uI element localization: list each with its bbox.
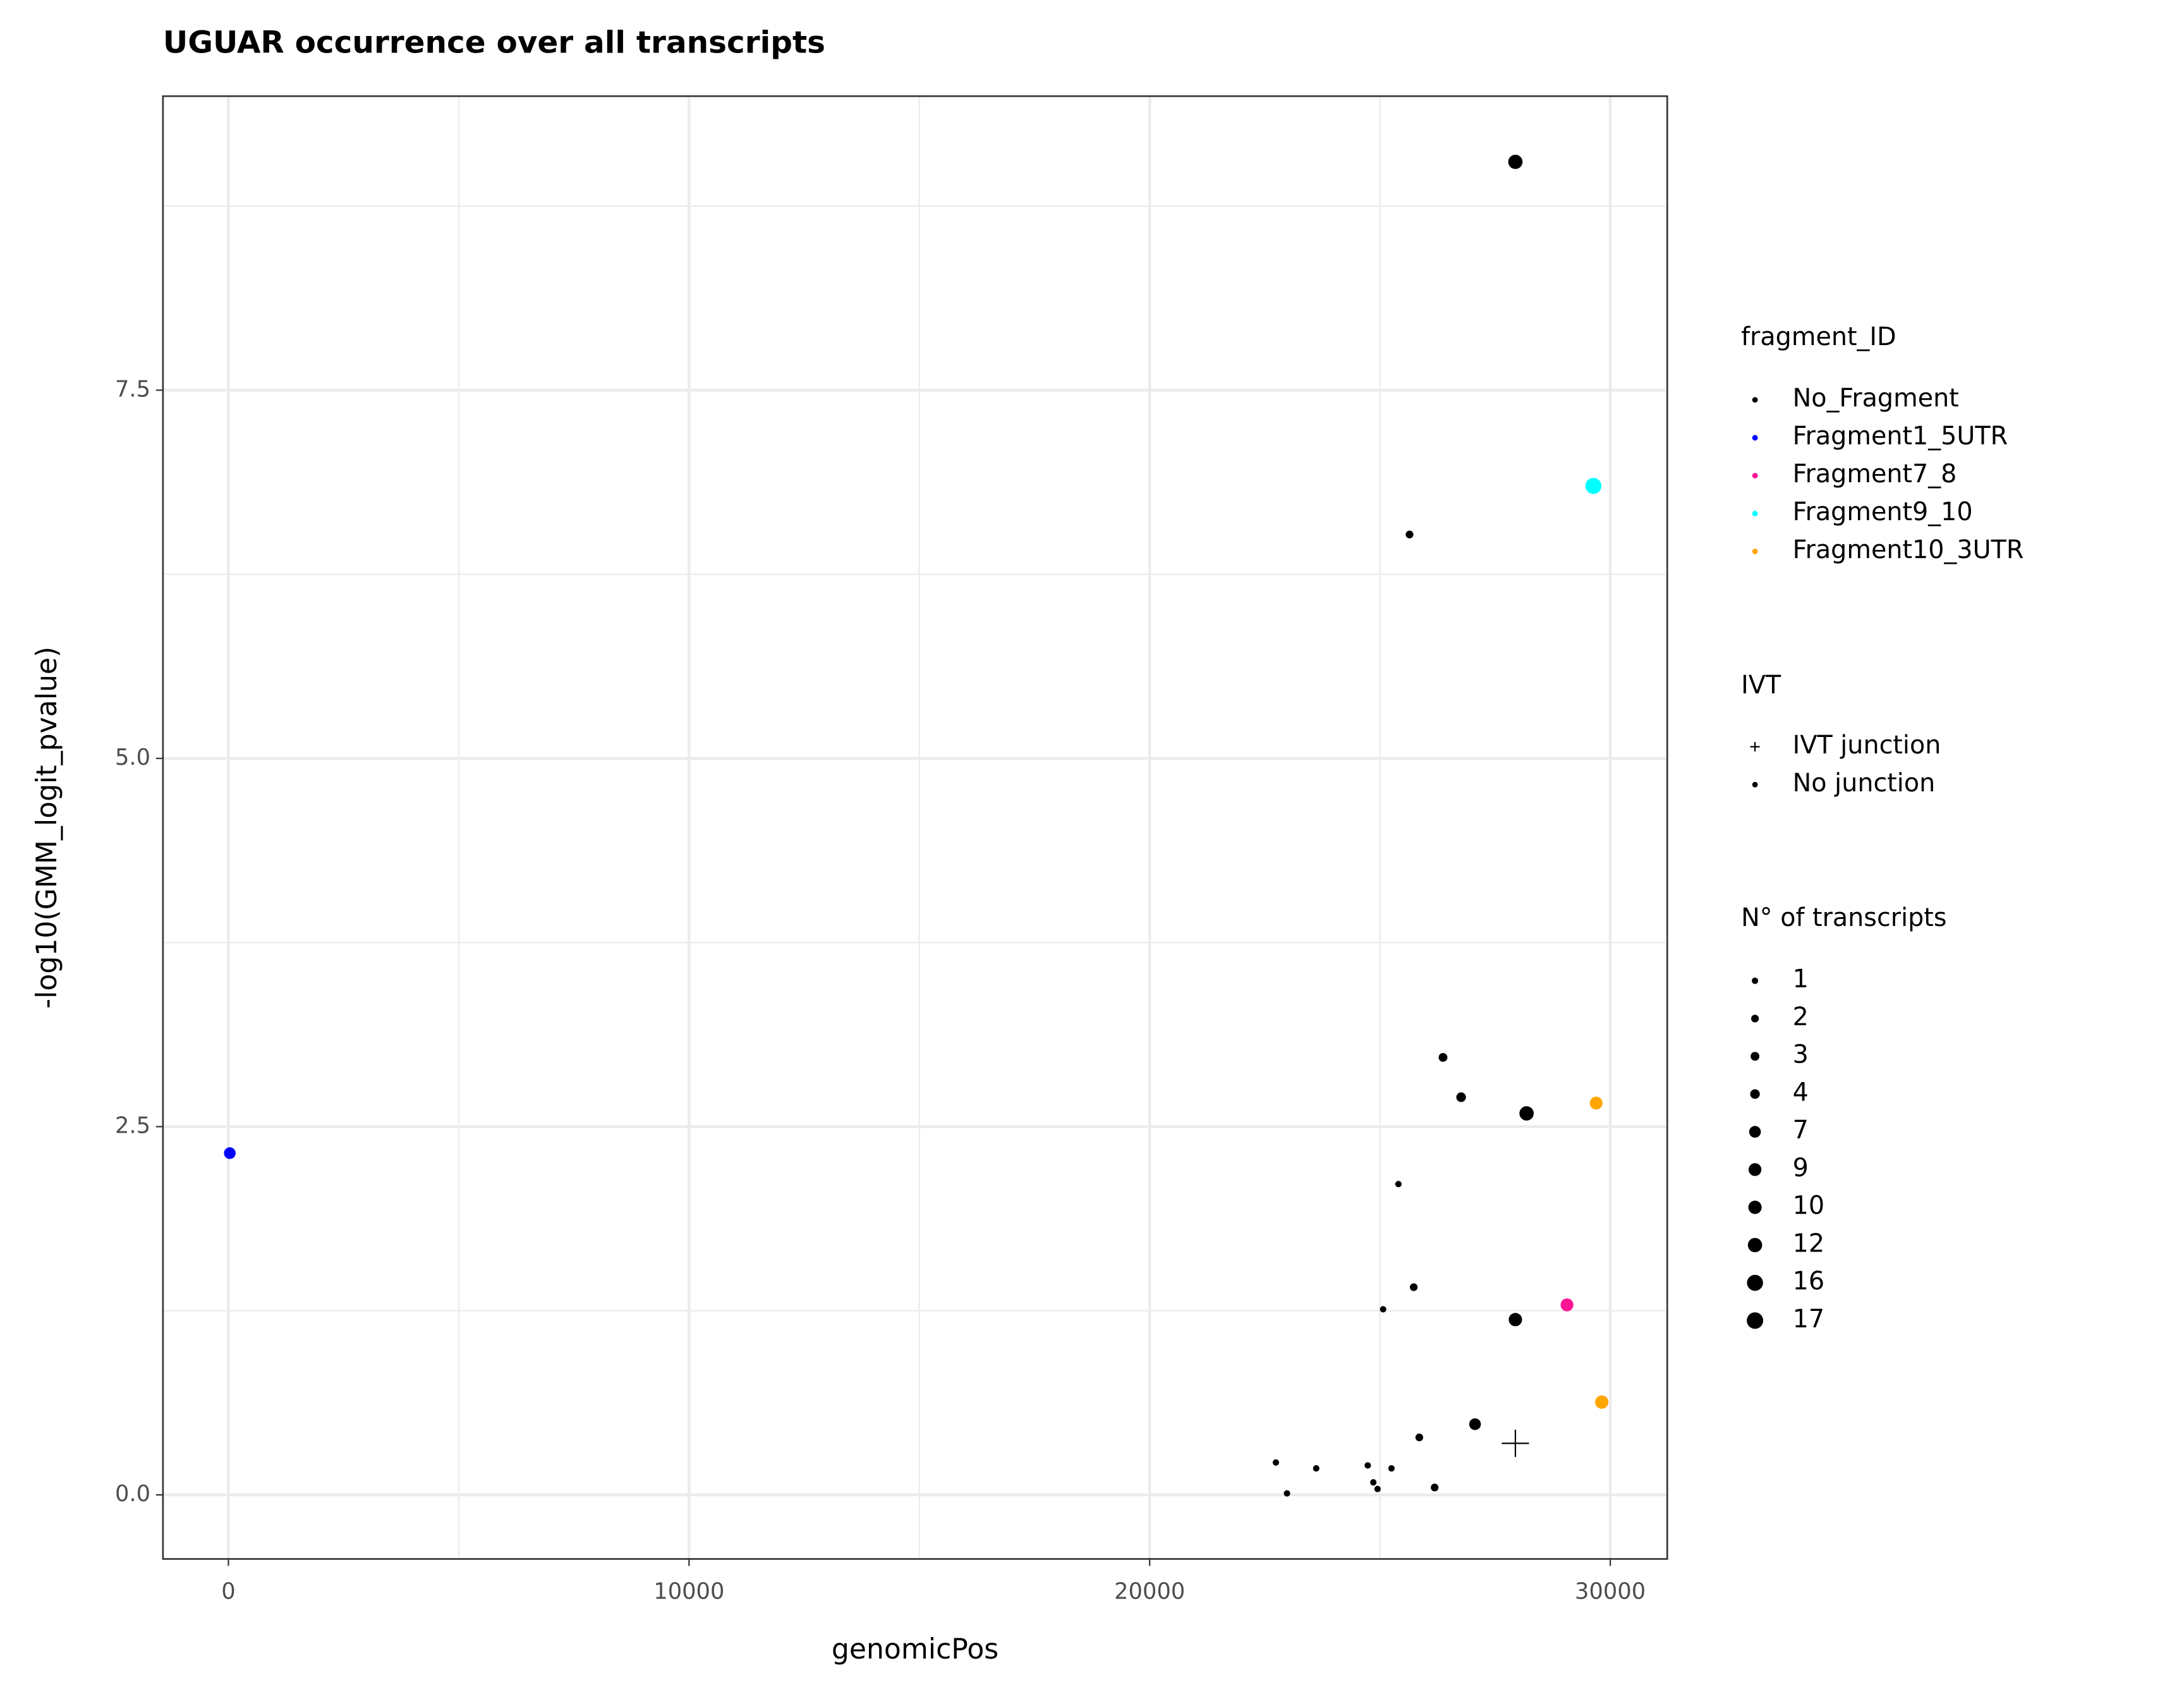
point	[1283, 1490, 1290, 1497]
y-axis-label: -log10(GMM_logit_pvalue)	[31, 647, 63, 1009]
x-tick-label: 30000	[1575, 1578, 1646, 1604]
point	[1374, 1485, 1381, 1492]
point	[1313, 1465, 1320, 1472]
legend-key	[1752, 435, 1758, 441]
point	[1519, 1106, 1534, 1121]
point	[1585, 478, 1602, 494]
legend-label: 17	[1793, 1305, 1824, 1334]
point	[1364, 1462, 1371, 1469]
point	[1431, 1483, 1439, 1492]
point	[1415, 1434, 1424, 1442]
legend-title: N° of transcripts	[1741, 903, 1946, 932]
chart-title: UGUAR occurrence over all transcripts	[163, 25, 825, 61]
point	[1272, 1459, 1280, 1466]
legend-title: fragment_ID	[1741, 322, 1896, 351]
legend-key	[1747, 1238, 1762, 1253]
legend-key	[1750, 1089, 1760, 1099]
point	[1595, 1395, 1609, 1409]
legend-label: 7	[1793, 1116, 1809, 1145]
legend-label: 12	[1793, 1229, 1824, 1258]
legend-key	[1750, 1052, 1760, 1061]
legend-key	[1747, 1274, 1763, 1291]
legend-label: Fragment9_10	[1793, 497, 1973, 527]
point	[1380, 1306, 1386, 1313]
legend-key	[1752, 511, 1758, 516]
point	[1589, 1097, 1603, 1110]
legend-label: IVT junction	[1793, 731, 1941, 760]
point	[1405, 530, 1414, 539]
legend-title: IVT	[1741, 671, 1781, 700]
legend-label: 3	[1793, 1040, 1809, 1069]
legend-key	[1747, 1312, 1764, 1329]
legend-key	[1752, 473, 1758, 478]
point	[1370, 1479, 1377, 1486]
legend-label: 9	[1793, 1154, 1809, 1183]
y-tick-label: 0.0	[115, 1481, 150, 1507]
legend-label: Fragment10_3UTR	[1793, 535, 2024, 564]
y-tick-label: 7.5	[115, 376, 150, 402]
legend-key	[1752, 549, 1758, 554]
point	[1388, 1465, 1395, 1472]
y-tick-label: 2.5	[115, 1112, 150, 1138]
legend-key	[1748, 1200, 1762, 1214]
legend-label: Fragment7_8	[1793, 460, 1957, 489]
legend-key	[1752, 397, 1758, 403]
point	[1508, 1313, 1522, 1327]
x-tick-label: 10000	[653, 1578, 724, 1604]
legend-key	[1752, 977, 1759, 984]
y-tick-label: 5.0	[115, 745, 150, 770]
legend-key	[1748, 1163, 1762, 1176]
point	[1469, 1418, 1481, 1430]
legend-key	[1752, 781, 1758, 788]
point	[1456, 1092, 1466, 1102]
legend-label: 16	[1793, 1267, 1824, 1296]
x-tick-label: 0	[221, 1578, 235, 1604]
point	[224, 1147, 236, 1159]
point	[1438, 1053, 1448, 1062]
legend-label: 10	[1793, 1191, 1824, 1221]
legend-label: No_Fragment	[1793, 384, 1959, 413]
legend-label: 4	[1793, 1078, 1809, 1107]
x-axis-label: genomicPos	[832, 1633, 998, 1666]
legend-label: 1	[1793, 965, 1809, 994]
point	[1508, 154, 1523, 169]
plot-border	[162, 95, 1668, 1560]
point	[1409, 1283, 1418, 1291]
point	[1560, 1298, 1574, 1312]
legend-key	[1751, 1014, 1759, 1023]
x-tick-label: 20000	[1114, 1578, 1185, 1604]
legend-label: No junction	[1793, 769, 1936, 798]
point	[1502, 1429, 1529, 1458]
point	[1395, 1181, 1402, 1188]
legend-label: Fragment1_5UTR	[1793, 422, 2008, 451]
legend-label: 2	[1793, 1002, 1809, 1032]
legend-key	[1749, 1126, 1761, 1138]
legend-key	[1750, 741, 1760, 752]
